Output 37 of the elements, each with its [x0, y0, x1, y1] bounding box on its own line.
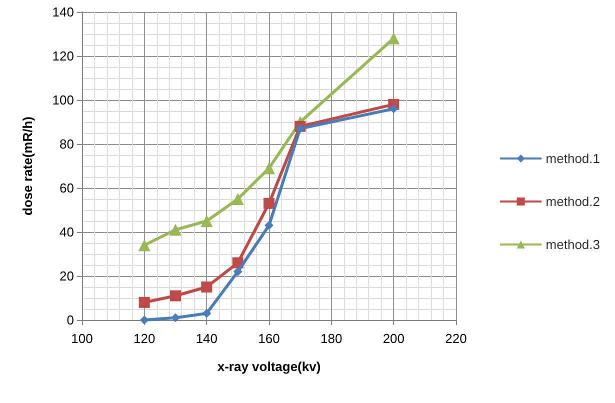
x-tick-label: 120	[133, 331, 156, 346]
x-tick-label: 100	[71, 331, 93, 346]
point	[232, 193, 244, 205]
x-tick-label: 140	[196, 331, 218, 346]
x-tick-label: 220	[445, 331, 467, 346]
point	[202, 308, 212, 318]
point	[200, 215, 213, 227]
point	[171, 313, 180, 322]
point	[264, 220, 274, 230]
legend-label: method.3	[546, 237, 600, 252]
point	[388, 32, 400, 44]
point	[138, 239, 150, 252]
point	[170, 224, 182, 236]
y-tick-label: 40	[60, 224, 74, 240]
point	[264, 198, 274, 209]
y-tick-label: 100	[52, 92, 74, 108]
y-tick-label: 120	[52, 48, 74, 64]
legend-label: method.1	[546, 151, 600, 166]
y-tick-label: 80	[60, 136, 74, 152]
point	[389, 104, 398, 114]
point	[233, 267, 242, 276]
point	[138, 296, 150, 308]
x-axis-title: x-ray voltage(kv)	[217, 359, 321, 374]
y-tick-label: 60	[60, 180, 74, 196]
point	[170, 290, 181, 302]
y-axis-title: dose rate(mR/h)	[20, 116, 35, 216]
y-tick-label: 20	[60, 268, 74, 284]
legend-label: method.2	[546, 194, 600, 209]
x-tick-label: 180	[320, 331, 342, 346]
point	[263, 162, 275, 174]
x-tick-label: 160	[258, 331, 280, 346]
y-tick-label: 140	[52, 4, 74, 20]
x-tick-label: 200	[382, 331, 405, 346]
y-tick-label: 0	[66, 312, 74, 328]
point	[296, 124, 305, 134]
point	[201, 282, 212, 292]
point	[140, 316, 149, 324]
